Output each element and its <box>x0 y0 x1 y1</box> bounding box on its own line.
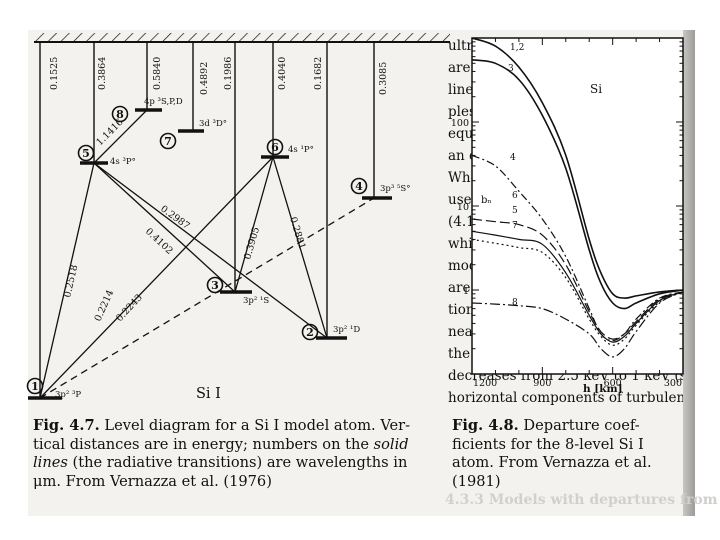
atom-label: Si I <box>196 386 221 402</box>
level-label-1: 3p² ³P <box>55 390 81 400</box>
level-label-6: 4s ¹P° <box>288 145 314 155</box>
series-label-1: 1,2 <box>510 43 524 53</box>
level-label-5: 4s ³P° <box>110 157 136 167</box>
level-circle-1 <box>26 377 44 395</box>
x-tick-label: 300 <box>664 378 682 389</box>
bleed-through-heading: 4.3.3 Models with departures from LTE <box>445 492 720 508</box>
level-number-4: 4 <box>355 180 363 193</box>
x-tick-label: 1200 <box>473 378 497 389</box>
wavelength-label-v: 0.3864 <box>97 57 108 90</box>
wavelength-label-v: 0.4892 <box>199 62 210 95</box>
series-line-2 <box>472 59 683 310</box>
level-number-8: 8 <box>116 108 124 121</box>
level-circle-8 <box>111 105 129 123</box>
x-ticks: 1200 900 600 300 <box>471 38 684 389</box>
background-text-line: horizontal components of turbulence as i… <box>448 390 693 406</box>
forbidden-transition <box>39 197 375 399</box>
diagonal-transition <box>272 156 328 339</box>
level-circle-7 <box>159 132 177 150</box>
diagonal-transition <box>93 109 148 164</box>
level-number-3: 3 <box>211 279 219 292</box>
caption-47-line4: μm. From Vernazza et al. (1976) <box>33 472 272 490</box>
diagonal-transition <box>39 162 95 399</box>
level-circle-2 <box>301 323 319 341</box>
diagonal-transition <box>234 156 274 293</box>
level-label-7: 3d ³D° <box>199 119 227 129</box>
wavelength-label-v: 0.5840 <box>152 57 163 90</box>
caption-48-line1: Departure coef- <box>518 417 640 434</box>
series-line-1 <box>472 38 683 299</box>
level-circle-5 <box>77 144 95 162</box>
level-label-4: 3p³ ⁵S° <box>380 184 410 194</box>
level-label-8: 4p ³S,P,D <box>144 97 183 107</box>
level-number-2: 2 <box>306 326 314 339</box>
series-line-7 <box>472 291 683 358</box>
level-label-3: 3p² ¹S <box>243 296 269 306</box>
caption-47-line3: (the radiative transitions) are waveleng… <box>67 454 408 471</box>
x-axis-label: h [km] <box>583 383 623 395</box>
wavelength-label-v: 0.1986 <box>223 57 234 90</box>
level-circle-3 <box>206 276 224 294</box>
level-label-2: 3p² ¹D <box>333 325 360 335</box>
wavelength-label-v: 0.1525 <box>49 57 60 90</box>
level-circle-6 <box>266 138 284 156</box>
caption-47-line1: Level diagram for a Si I model atom. Ver… <box>99 417 411 434</box>
figure-4-8-caption: Fig. 4.8. Departure coef- ficients for t… <box>452 417 682 491</box>
series-label-3: 4 <box>510 153 516 163</box>
series-lines <box>472 38 683 358</box>
wavelength-label-v: 0.3085 <box>378 62 389 95</box>
figure-4-7-caption: Fig. 4.7. Level diagram for a Si I model… <box>33 417 453 491</box>
diagonal-transition <box>39 156 274 399</box>
caption-47-solid: solid <box>373 435 409 453</box>
chart-title: Si <box>590 82 602 96</box>
level-number-5: 5 <box>82 147 90 160</box>
y-tick-label: 1 <box>463 286 469 297</box>
caption-48-line3: atom. From Vernazza et al. <box>452 454 652 471</box>
diagonal-transition <box>93 162 328 339</box>
diagonal-transition <box>93 162 236 293</box>
level-number-6: 6 <box>271 141 279 154</box>
series-line-6 <box>472 238 683 346</box>
x-tick-label: 600 <box>604 378 622 389</box>
caption-47-line2: tical distances are in energy; numbers o… <box>33 435 374 453</box>
level-number-7: 7 <box>164 135 172 148</box>
caption-48-line2: ficients for the 8-level Si I <box>452 435 644 453</box>
series-label-2: 3 <box>508 64 514 74</box>
caption-47-lines: lines <box>33 454 68 471</box>
series-label-6: 7 <box>512 221 518 231</box>
page-edge-shadow <box>683 30 695 516</box>
series-label-5: 6 <box>512 191 518 201</box>
wavelength-label-v: 0.1682 <box>313 57 324 90</box>
x-tick-label: 900 <box>533 378 551 389</box>
series-labels: 1,2 3 4 5 6 7 8 <box>508 43 524 308</box>
series-label-4: 5 <box>512 206 518 216</box>
level-number-1: 1 <box>31 380 39 393</box>
series-line-5 <box>472 218 683 340</box>
y-ticks: 100 10 1 <box>451 41 683 375</box>
level-circle-4 <box>350 177 368 195</box>
series-label-7: 8 <box>512 298 518 308</box>
y-tick-label: 10 <box>457 202 469 213</box>
ionization-ceiling-hatch <box>34 33 450 42</box>
caption-48-label: Fig. 4.8. <box>452 417 519 434</box>
caption-47-label: Fig. 4.7. <box>33 417 100 434</box>
series-line-4 <box>472 230 683 343</box>
wavelength-label-v: 0.4040 <box>277 57 288 90</box>
y-axis-label: bₙ <box>481 195 492 206</box>
y-tick-label: 100 <box>451 118 469 129</box>
caption-48-line4: (1981) <box>452 472 501 490</box>
